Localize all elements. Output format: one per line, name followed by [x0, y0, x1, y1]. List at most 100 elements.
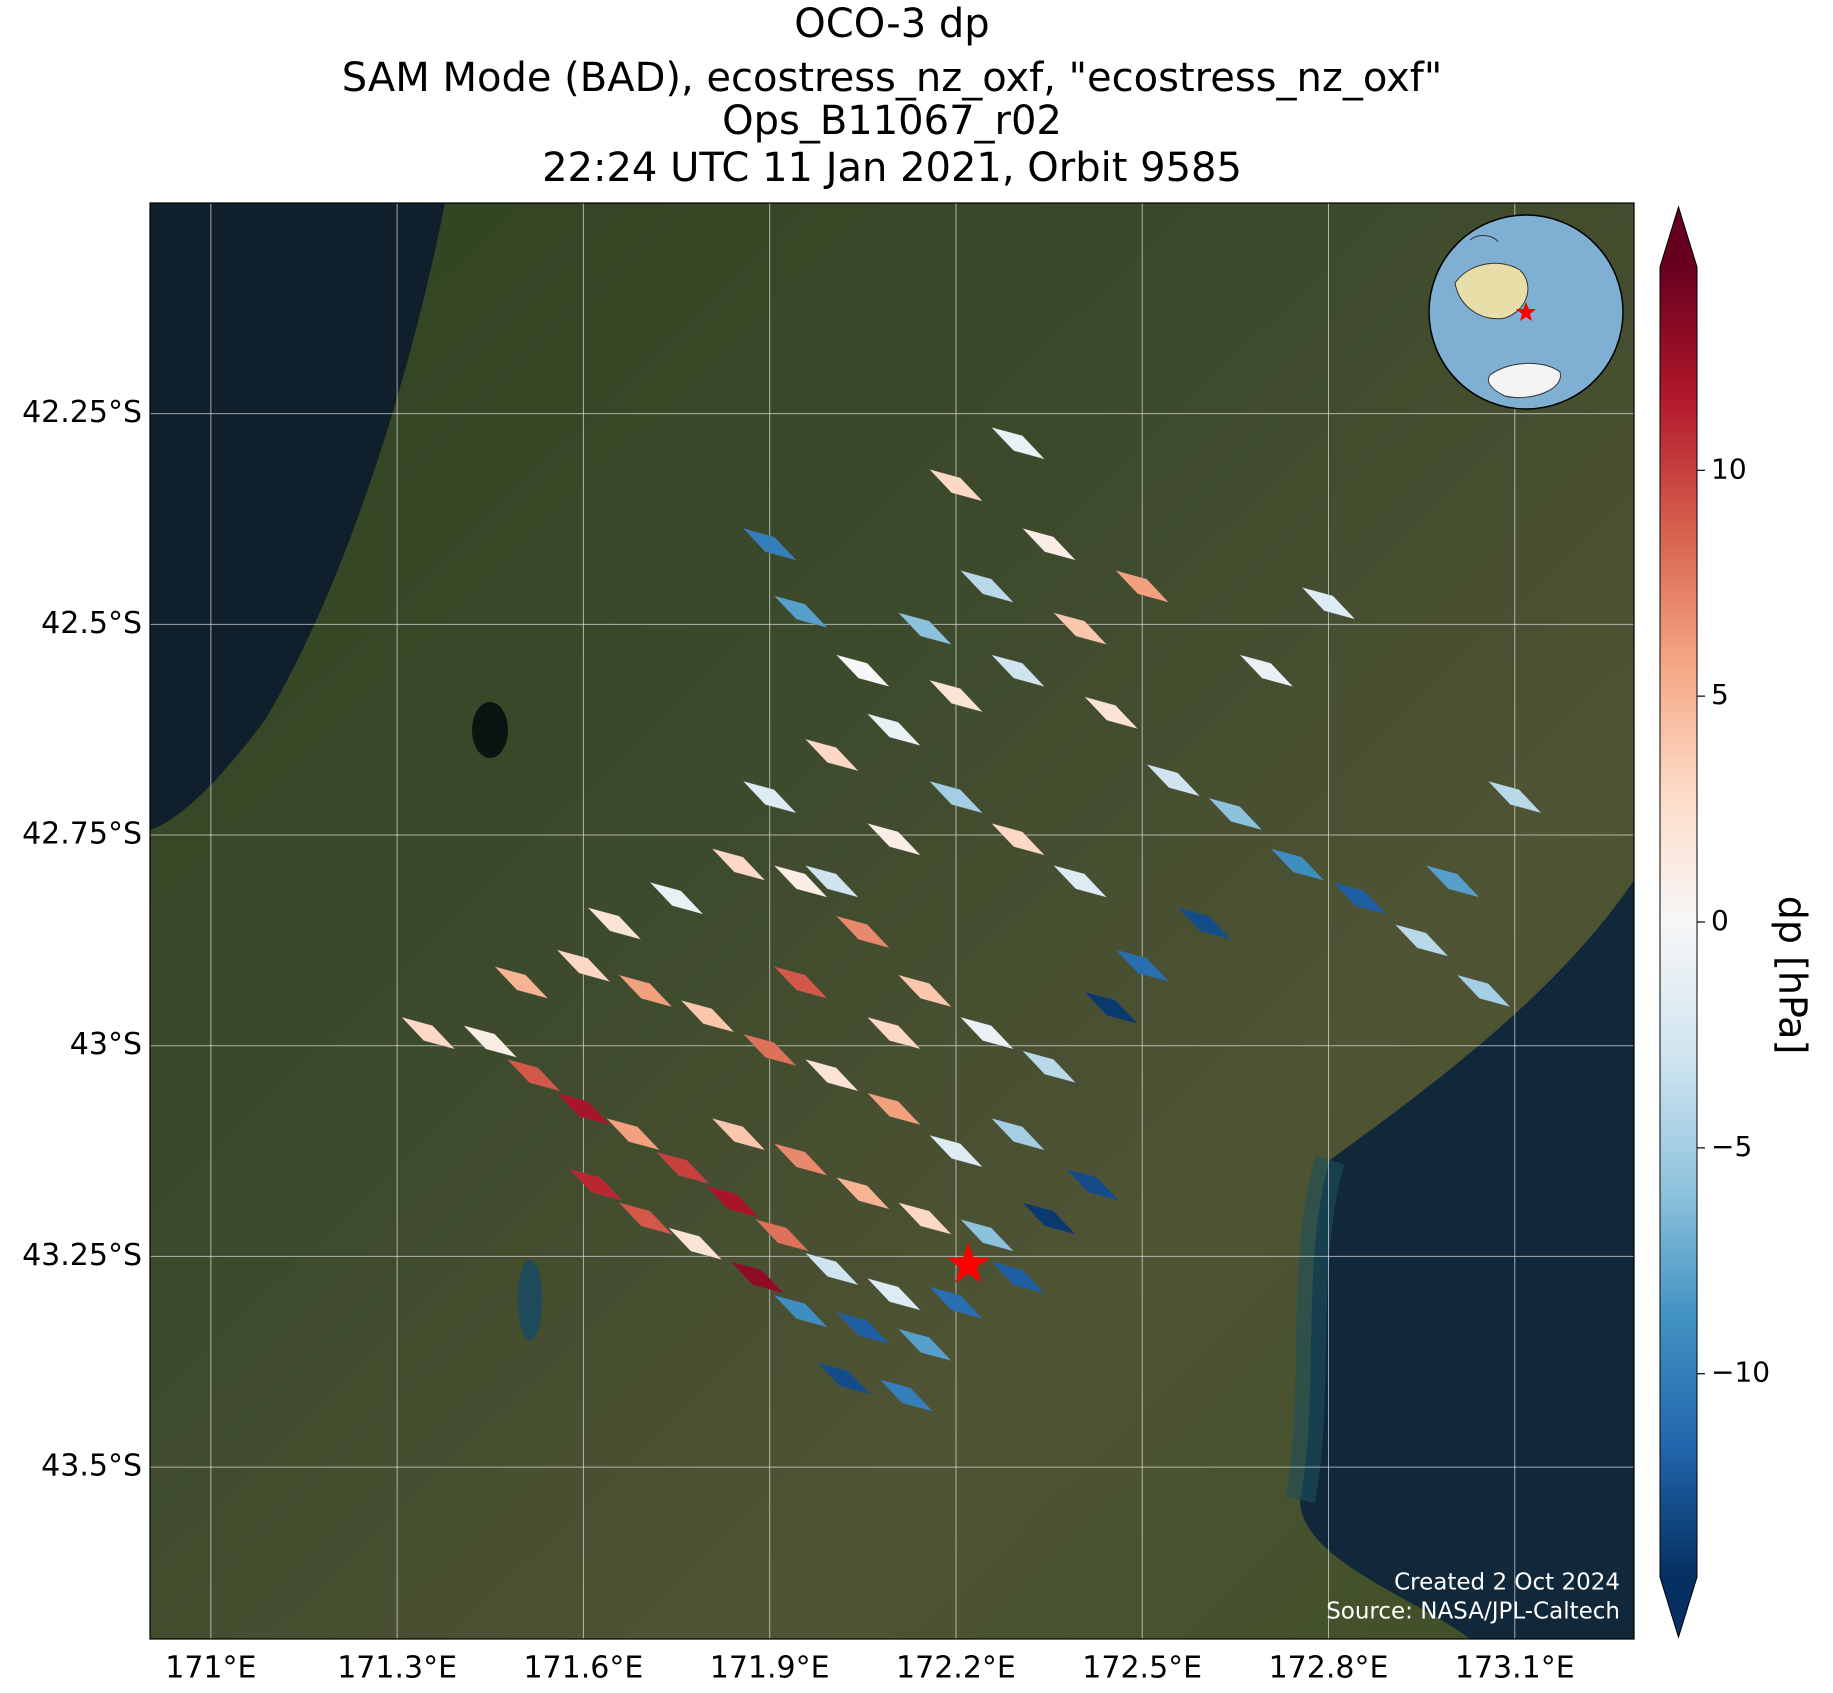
dp-cell	[990, 1117, 1046, 1151]
lake	[518, 1260, 542, 1340]
dp-cell	[730, 1261, 785, 1294]
dp-cell	[742, 1033, 797, 1067]
dp-cell	[866, 822, 922, 856]
dp-cell	[1208, 797, 1263, 831]
dp-cell	[506, 1058, 561, 1092]
dp-cell	[705, 1185, 760, 1218]
dp-cell	[1052, 865, 1108, 898]
x-tick-label: 171°E	[165, 1651, 256, 1686]
dp-cell	[804, 1252, 859, 1286]
colorbar-extend	[1660, 1577, 1697, 1637]
dp-cell	[897, 1202, 953, 1235]
ocean	[150, 203, 445, 830]
ocean	[1300, 880, 1634, 1639]
dp-cell	[401, 1016, 456, 1050]
x-tick-label: 172.2°E	[896, 1651, 1016, 1686]
inset-globe	[1428, 214, 1624, 410]
y-tick-label: 42.5°S	[41, 606, 142, 641]
title-line: 22:24 UTC 11 Jan 2021, Orbit 9585	[542, 145, 1242, 191]
dp-cell	[866, 713, 922, 746]
dp-cell	[742, 528, 797, 561]
map-frame	[149, 202, 1635, 1640]
dp-cell	[1115, 570, 1170, 603]
dp-cell	[773, 1143, 828, 1176]
dp-cell	[835, 915, 890, 949]
colorbar-extend	[1660, 207, 1697, 267]
basemap	[150, 203, 1634, 1639]
dp-cell	[879, 1379, 934, 1412]
title-line: OCO-3 dp	[794, 1, 989, 47]
dp-cell	[618, 974, 673, 1008]
dp-cell	[835, 1176, 890, 1210]
dp-cell	[835, 1311, 890, 1345]
y-tick-label: 43.5°S	[41, 1449, 142, 1484]
credit: Source: NASA/JPL-Caltech	[1326, 1599, 1620, 1625]
dp-cell	[1065, 1168, 1120, 1202]
dp-cell	[1084, 696, 1139, 730]
colorbar-tick-label: 5	[1711, 678, 1729, 711]
dp-cell	[655, 1151, 710, 1185]
dp-cell	[897, 1328, 953, 1362]
dp-cell	[959, 570, 1015, 603]
dp-cell	[463, 1025, 518, 1058]
colorbar-tick-label: 10	[1711, 452, 1747, 485]
x-tick-label: 171.3°E	[337, 1651, 457, 1686]
y-tick-label: 43°S	[70, 1027, 142, 1062]
dp-cell	[928, 1286, 984, 1320]
dp-cell	[1084, 991, 1139, 1025]
dp-cell	[556, 949, 611, 982]
colorbar-frame	[1659, 205, 1698, 1639]
dp-cell	[711, 848, 766, 881]
coast-shelf	[1285, 1155, 1345, 1503]
dp-cell	[1425, 865, 1480, 898]
dp-cell	[928, 679, 984, 713]
dp-cell	[990, 1261, 1046, 1294]
dp-cell	[817, 1362, 872, 1395]
dp-cell	[1021, 1202, 1077, 1235]
dp-cell	[1177, 907, 1232, 940]
dp-cell	[990, 654, 1046, 687]
dp-cell	[804, 738, 859, 772]
dp-cell	[711, 1117, 766, 1151]
dp-cell	[928, 780, 984, 814]
inset-star	[1516, 302, 1536, 321]
dp-cell	[556, 1092, 611, 1126]
dp-cell	[649, 881, 704, 915]
islands	[1469, 235, 1499, 243]
dp-cell	[1394, 924, 1449, 957]
x-tick-label: 172.5°E	[1082, 1651, 1202, 1686]
australia	[1454, 262, 1529, 320]
dp-cell	[618, 1202, 673, 1235]
colorbar-label: dp [hPa]	[1771, 896, 1815, 1055]
y-tick-label: 42.75°S	[22, 817, 142, 852]
dp-cell	[668, 1227, 723, 1261]
dp-cell	[1021, 1050, 1077, 1084]
dp-cell	[1052, 612, 1108, 645]
dp-cell	[754, 1219, 810, 1252]
y-tick-label: 42.25°S	[22, 395, 142, 430]
dp-cell	[1146, 764, 1201, 797]
dp-cell	[866, 1092, 922, 1126]
dp-cell	[1456, 974, 1511, 1008]
dp-cell	[959, 1219, 1015, 1252]
dp-cell	[866, 1278, 922, 1311]
dp-cell	[773, 865, 828, 898]
dp-cell	[587, 907, 642, 940]
dp-cell	[742, 780, 797, 814]
dp-cell	[990, 426, 1046, 460]
dp-cell	[835, 654, 890, 687]
site-star	[947, 1242, 990, 1283]
dp-cell	[1115, 949, 1170, 982]
x-tick-label: 171.6°E	[523, 1651, 643, 1686]
lake	[472, 702, 508, 758]
dp-cell	[773, 966, 828, 999]
dp-cell	[928, 469, 984, 502]
dp-cell	[680, 999, 735, 1033]
dp-cell	[1487, 780, 1542, 814]
dp-cell	[1239, 654, 1294, 687]
dp-cell	[928, 1134, 984, 1168]
dp-cell	[804, 1058, 859, 1092]
colorbar-tick-label: −10	[1711, 1356, 1770, 1389]
dp-cell	[1301, 587, 1356, 620]
title-line: Ops_B11067_r02	[722, 98, 1062, 144]
